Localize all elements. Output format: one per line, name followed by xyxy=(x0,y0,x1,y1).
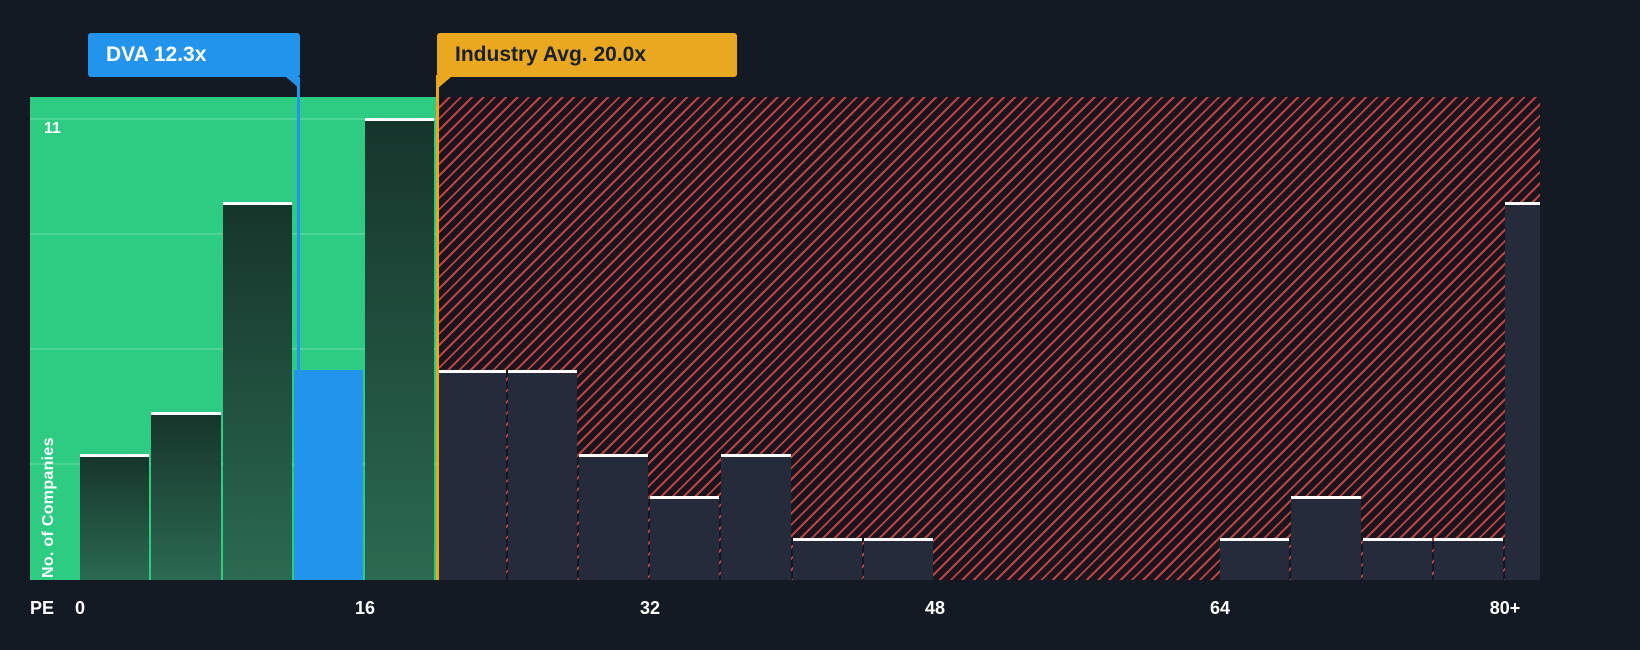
company-marker-line xyxy=(297,77,300,370)
histogram-bar-72-76 xyxy=(1362,538,1432,580)
industry-average-line xyxy=(436,75,439,580)
histogram-bar-68-72 xyxy=(1291,496,1361,580)
histogram-bar-20-24 xyxy=(436,370,506,580)
histogram-bar-12-16 xyxy=(293,370,363,580)
y-axis-title: No. of Companies xyxy=(40,437,57,578)
histogram-bar-76-80 xyxy=(1433,538,1503,580)
histogram-bar-0-4 xyxy=(80,454,150,580)
histogram-bar-28-32 xyxy=(578,454,648,580)
y-max-value-label: 11 xyxy=(44,120,61,137)
company-callout: DVA 12.3x xyxy=(88,33,300,89)
x-tick-label: 0 xyxy=(74,598,86,618)
industry-callout-label: Industry Avg. 20.0x xyxy=(455,43,647,66)
x-tick-label: 16 xyxy=(354,598,376,618)
histogram-bar-16-20 xyxy=(365,118,435,580)
histogram-bar-44-48 xyxy=(863,538,933,580)
x-tick-label: 48 xyxy=(924,598,946,618)
x-tick-label: 64 xyxy=(1209,598,1231,618)
x-axis: PE 0 16 32 48 64 80+ xyxy=(0,598,1640,624)
industry-callout: Industry Avg. 20.0x xyxy=(437,33,737,89)
histogram-bar-80+ xyxy=(1505,202,1540,580)
histogram-bar-24-28 xyxy=(507,370,577,580)
x-axis-label: PE xyxy=(30,598,55,618)
histogram-bar-8-12 xyxy=(222,202,292,580)
histogram-bar-32-36 xyxy=(650,496,720,580)
histogram-bar-4-8 xyxy=(151,412,221,580)
company-callout-label: DVA 12.3x xyxy=(106,43,207,66)
histogram-bar-36-40 xyxy=(721,454,791,580)
histogram-bar-64-68 xyxy=(1220,538,1290,580)
histogram-bar-40-44 xyxy=(792,538,862,580)
x-tick-label: 80+ xyxy=(1489,598,1521,618)
gridline xyxy=(30,118,437,120)
x-tick-label: 32 xyxy=(639,598,661,618)
